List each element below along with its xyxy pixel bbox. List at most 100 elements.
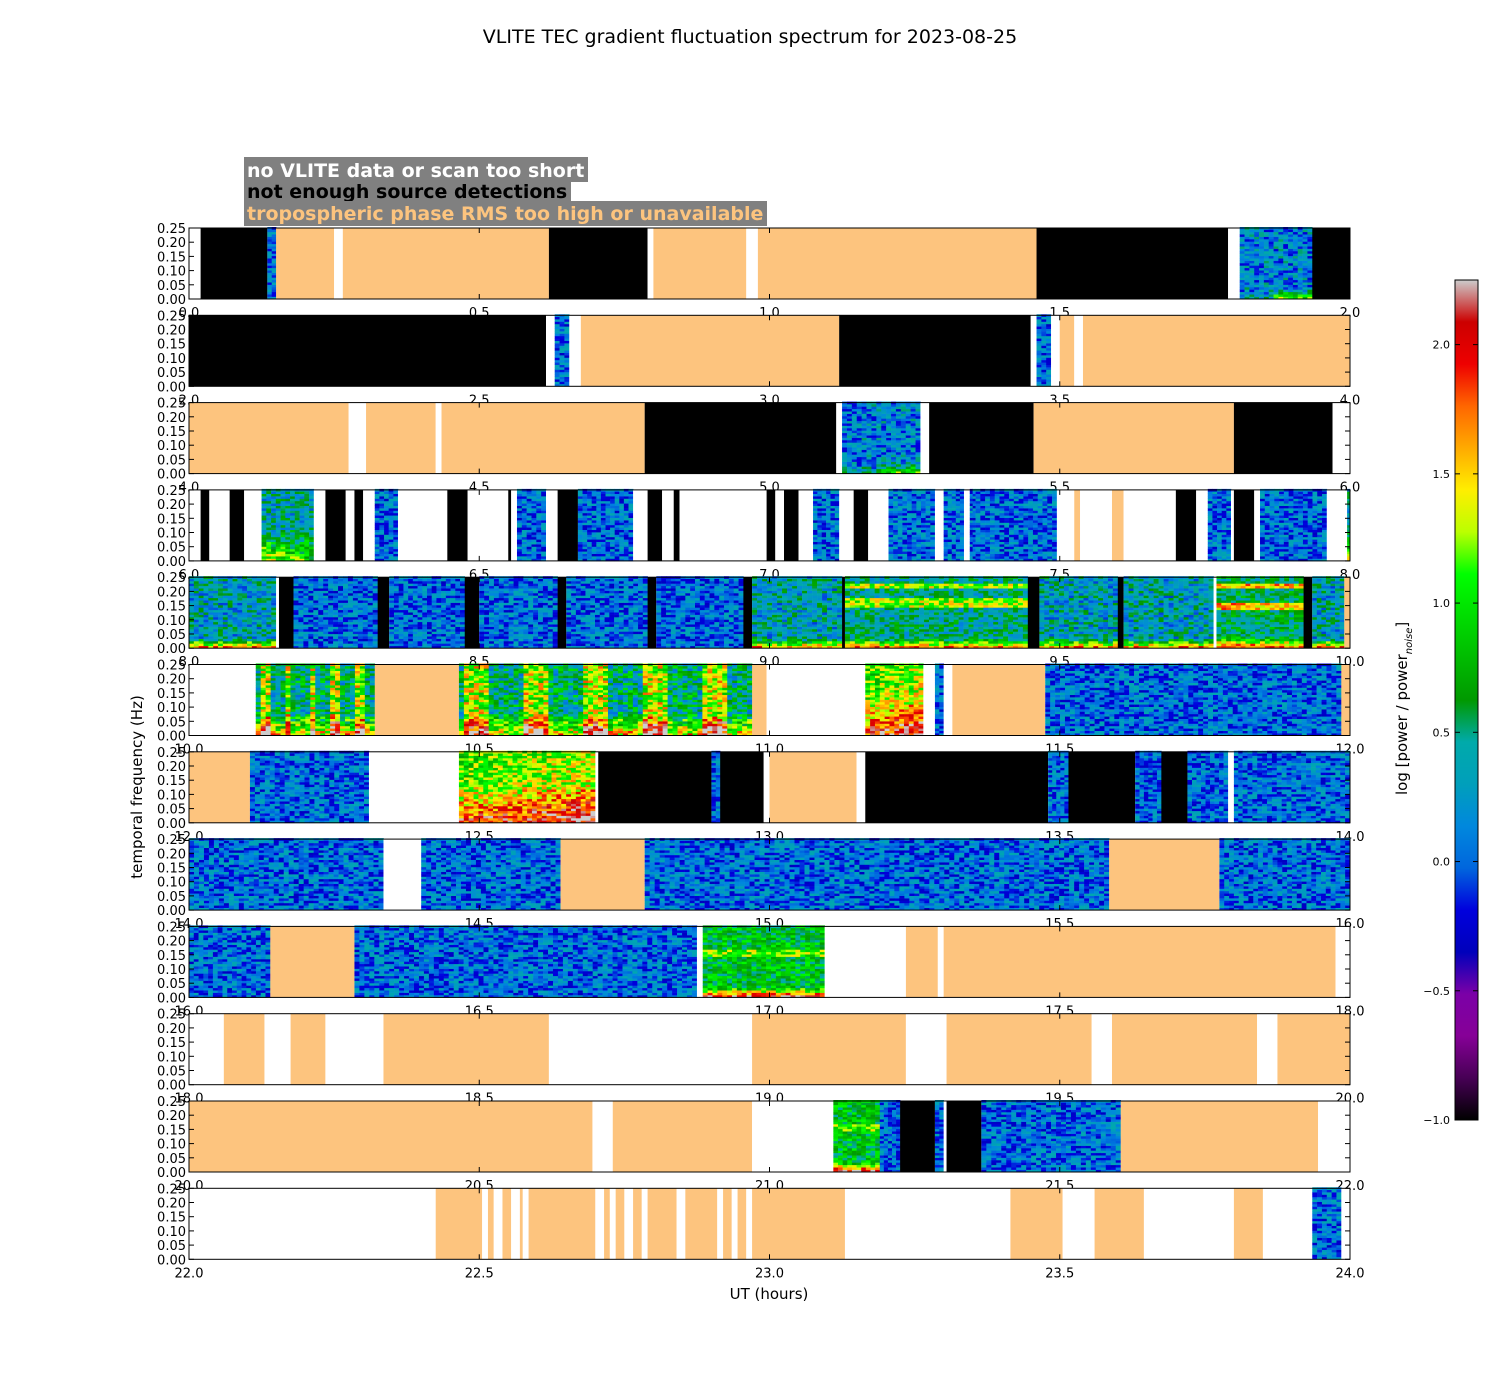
spectrum-cell	[980, 517, 986, 521]
spectrum-cell	[294, 548, 300, 552]
spectrum-cell	[1259, 246, 1265, 249]
spectrum-cell	[582, 512, 588, 516]
spectrum-cell	[1307, 234, 1313, 237]
spectrum-cell	[1288, 246, 1294, 249]
spectrum-cell	[521, 548, 527, 552]
spectrum-cell	[256, 614, 262, 618]
spectrum-cell	[1244, 260, 1250, 264]
spectrum-cell	[293, 621, 299, 625]
spectrum-cell	[817, 500, 823, 504]
spectrum-cell	[866, 466, 872, 470]
spectrum-cell	[379, 532, 385, 535]
spectrum-cell	[308, 583, 314, 587]
spectrum-cell	[851, 418, 858, 422]
spectrum-cell	[271, 243, 277, 247]
spectrum-cell	[1036, 355, 1042, 358]
spectrum-cell	[1226, 520, 1232, 523]
spectrum-cell	[911, 556, 917, 559]
spectrum-cell	[1307, 272, 1313, 276]
spectrum-cell	[384, 493, 389, 497]
spectrum-cell	[304, 520, 310, 523]
spectrum-cell	[1028, 558, 1034, 562]
spectrum-cell	[1293, 505, 1299, 509]
spectrum-cell	[1307, 231, 1313, 235]
spectrum-cell	[1264, 508, 1270, 511]
spectrum-cell	[271, 496, 277, 499]
spectrum-cell	[1274, 548, 1280, 552]
spectrum-cell	[1297, 267, 1303, 271]
spectrum-cell	[559, 328, 565, 332]
spectrum-cell	[271, 532, 277, 535]
spectrum-cell	[895, 430, 902, 434]
spectrum-cell	[313, 600, 319, 603]
spectrum-cell	[1226, 558, 1232, 562]
spectrum-cell	[1041, 340, 1047, 344]
spectrum-cell	[1292, 229, 1299, 233]
spectrum-cell	[1028, 493, 1034, 497]
spectrum-cell	[596, 512, 602, 516]
spectrum-cell	[985, 551, 991, 554]
spectrum-cell	[1244, 287, 1250, 290]
spectrum-cell	[1254, 260, 1260, 264]
spectrum-cell	[856, 449, 862, 453]
spectrum-cell	[227, 614, 233, 618]
spectrum-cell	[834, 505, 840, 509]
spectrum-cell	[384, 505, 389, 509]
segment-white	[746, 228, 758, 299]
spectrum-cell	[303, 643, 309, 647]
spectrum-cell	[959, 491, 965, 494]
spectrum-cell	[980, 546, 986, 550]
spectrum-cell	[1302, 277, 1308, 281]
spectrum-cell	[232, 595, 238, 599]
spectrum-cell	[817, 522, 823, 526]
spectrum-cell	[577, 536, 583, 540]
spectrum-cell	[600, 520, 606, 523]
spectrum-cell	[318, 600, 324, 603]
spectrum-cell	[198, 590, 204, 594]
spectrum-cell	[1288, 275, 1294, 278]
spectrum-cell	[614, 498, 620, 502]
spectrum-cell	[980, 500, 986, 504]
spectrum-cell	[271, 612, 277, 615]
spectrum-cell	[1312, 503, 1318, 506]
spectrum-cell	[972, 539, 976, 542]
spectrum-cell	[198, 612, 204, 615]
spectrum-cell	[897, 491, 903, 494]
spectrum-cell	[925, 498, 931, 502]
spectrum-cell	[298, 597, 304, 601]
spectrum-cell	[541, 527, 547, 530]
spectrum-cell	[242, 643, 248, 647]
spectrum-cell	[994, 520, 1000, 523]
spectrum-cell	[1293, 496, 1299, 499]
spectrum-cell	[203, 578, 209, 582]
spectrum-cell	[1260, 536, 1266, 540]
spectrum-cell	[628, 503, 634, 506]
spectrum-cell	[821, 500, 827, 504]
spectrum-cell	[851, 452, 858, 455]
spectrum-cell	[876, 442, 882, 446]
spectrum-cell	[930, 503, 936, 506]
spectrum-cell	[1226, 505, 1232, 509]
spectrum-cell	[1013, 529, 1019, 533]
spectrum-cell	[554, 362, 560, 365]
spectrum-cell	[266, 512, 272, 516]
spectrum-cell	[1032, 491, 1039, 494]
spectrum-cell	[516, 553, 523, 557]
spectrum-cell	[271, 275, 277, 278]
spectrum-cell	[1018, 558, 1024, 562]
spectrum-cell	[985, 520, 991, 523]
spectrum-cell	[1263, 260, 1270, 264]
spectrum-cell	[299, 541, 305, 545]
spectrum-cell	[999, 520, 1005, 523]
spectrum-cell	[897, 544, 903, 547]
spectrum-cell	[930, 505, 936, 509]
spectrum-cell	[266, 645, 272, 649]
spectrum-cell	[213, 597, 219, 601]
spectrum-cell	[1312, 536, 1318, 540]
spectrum-cell	[600, 529, 606, 533]
spectrum-cell	[999, 546, 1005, 550]
spectrum-cell	[1212, 534, 1218, 538]
spectrum-cell	[871, 471, 877, 474]
spectrum-cell	[817, 517, 823, 521]
spectrum-cell	[1283, 536, 1289, 540]
